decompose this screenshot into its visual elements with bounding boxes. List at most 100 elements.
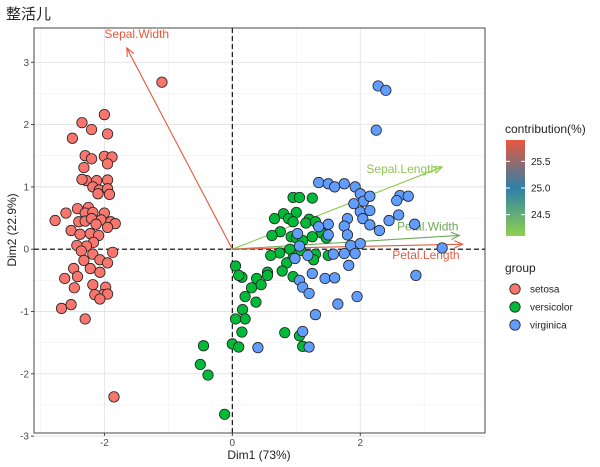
x-tick-label: -2 bbox=[100, 438, 109, 449]
point-setosa bbox=[49, 214, 61, 227]
point-versicolor bbox=[306, 231, 318, 243]
point-virginica bbox=[313, 221, 325, 233]
arrow-label: Sepal.Width bbox=[104, 27, 169, 41]
legend-key bbox=[509, 301, 521, 313]
x-tick-label: 0 bbox=[230, 438, 236, 449]
legend-group: group setosa versicolor virginica bbox=[505, 261, 573, 332]
arrow-label: Sepal.Length bbox=[366, 162, 437, 176]
point-setosa bbox=[103, 188, 116, 200]
point-virginica bbox=[329, 272, 341, 284]
point-versicolor bbox=[197, 340, 210, 352]
point-virginica bbox=[343, 259, 355, 271]
point-setosa bbox=[78, 254, 90, 267]
point-setosa bbox=[71, 271, 84, 283]
x-tick-label: 2 bbox=[357, 438, 363, 449]
point-virginica bbox=[338, 247, 350, 260]
point-setosa bbox=[156, 76, 168, 88]
x-axis-ticks: -2 0 2 bbox=[100, 433, 363, 449]
point-virginica bbox=[322, 218, 334, 230]
point-setosa bbox=[101, 158, 114, 170]
point-virginica bbox=[364, 190, 376, 202]
point-virginica bbox=[364, 219, 376, 231]
point-virginica bbox=[329, 181, 341, 193]
point-virginica bbox=[291, 228, 304, 240]
point-setosa bbox=[65, 299, 77, 311]
point-setosa bbox=[94, 266, 106, 278]
point-versicolor bbox=[279, 327, 291, 339]
point-virginica bbox=[380, 84, 392, 96]
point-virginica bbox=[309, 309, 322, 321]
point-setosa bbox=[79, 313, 91, 325]
x-axis-label: Dim1 (73%) bbox=[227, 448, 290, 462]
point-virginica bbox=[332, 298, 344, 310]
point-virginica bbox=[297, 325, 309, 338]
point-versicolor bbox=[229, 260, 242, 272]
point-virginica bbox=[370, 124, 382, 136]
legend-item-versicolor: versicolor bbox=[509, 301, 573, 314]
point-virginica bbox=[252, 342, 264, 354]
point-virginica bbox=[409, 218, 421, 230]
y-tick-label: 3 bbox=[23, 58, 29, 69]
point-virginica bbox=[393, 209, 405, 221]
legend-key bbox=[509, 283, 521, 295]
point-virginica bbox=[303, 341, 315, 353]
y-axis-ticks: -3 -2 -1 0 1 2 3 bbox=[20, 58, 34, 443]
point-virginica bbox=[348, 198, 360, 210]
point-virginica bbox=[306, 267, 318, 280]
point-versicolor bbox=[255, 279, 267, 291]
variable-arrows: Sepal.Width Sepal.Length Petal.Width Petal.… bbox=[104, 27, 464, 262]
point-versicolor bbox=[202, 369, 214, 381]
point-virginica bbox=[410, 269, 422, 281]
legend-item-setosa: setosa bbox=[509, 283, 560, 296]
point-versicolor bbox=[306, 192, 318, 204]
legend-label: virginica bbox=[530, 321, 567, 332]
legend-group-title: group bbox=[505, 261, 536, 275]
point-virginica bbox=[341, 229, 354, 241]
point-versicolor bbox=[250, 296, 262, 308]
point-setosa bbox=[76, 117, 88, 129]
legend-contribution: contribution(%) 24.5 25.0 25.5 bbox=[505, 122, 586, 236]
arrow-label: Petal.Width bbox=[397, 219, 458, 233]
point-setosa bbox=[66, 132, 78, 144]
point-virginica bbox=[354, 237, 366, 250]
point-setosa bbox=[101, 257, 114, 269]
point-setosa bbox=[108, 391, 120, 403]
point-setosa bbox=[78, 161, 90, 174]
point-setosa bbox=[60, 207, 72, 219]
y-tick-label: -1 bbox=[20, 307, 29, 318]
point-virginica bbox=[327, 248, 339, 260]
point-versicolor bbox=[233, 341, 245, 353]
point-setosa bbox=[85, 153, 98, 165]
point-setosa bbox=[75, 245, 87, 257]
point-virginica bbox=[357, 213, 369, 225]
y-tick-label: 1 bbox=[23, 182, 29, 193]
legend-item-virginica: virginica bbox=[509, 319, 567, 332]
arrow-line bbox=[232, 234, 460, 250]
point-setosa bbox=[94, 293, 106, 305]
point-virginica bbox=[303, 287, 315, 300]
point-virginica bbox=[302, 249, 314, 262]
arrow-head bbox=[126, 46, 135, 57]
point-virginica bbox=[383, 214, 395, 227]
point-versicolor bbox=[236, 304, 249, 316]
point-setosa bbox=[76, 173, 88, 186]
point-virginica bbox=[338, 178, 350, 190]
arrow-label: Petal.Length bbox=[392, 248, 459, 262]
legend-key bbox=[509, 319, 521, 331]
point-versicolor bbox=[239, 313, 251, 325]
point-versicolor bbox=[300, 217, 312, 229]
point-setosa bbox=[68, 282, 80, 294]
point-virginica bbox=[436, 242, 448, 254]
point-setosa bbox=[59, 272, 71, 285]
point-setosa bbox=[107, 246, 119, 258]
data-points bbox=[49, 76, 448, 420]
panel-border bbox=[33, 27, 486, 434]
point-versicolor bbox=[229, 313, 242, 325]
legend-label: setosa bbox=[530, 285, 560, 296]
point-setosa bbox=[84, 262, 96, 275]
legend-colorbar bbox=[506, 140, 525, 236]
point-setosa bbox=[101, 128, 114, 140]
colorbar-tick-label: 25.0 bbox=[531, 184, 551, 195]
point-setosa bbox=[92, 188, 104, 200]
point-virginica bbox=[289, 252, 301, 265]
